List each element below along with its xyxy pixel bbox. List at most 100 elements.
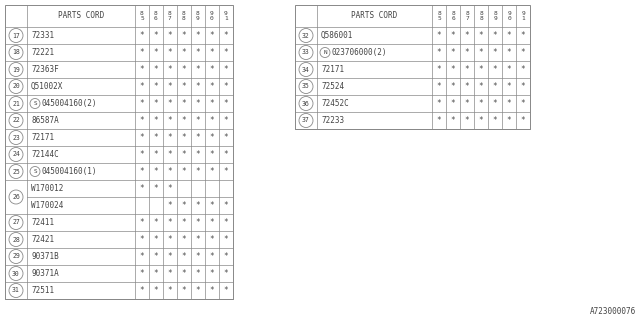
Text: *: *	[210, 150, 214, 159]
Text: *: *	[224, 252, 228, 261]
Text: *: *	[436, 116, 442, 125]
Text: 8
9: 8 9	[196, 11, 200, 21]
Text: 045004160(2): 045004160(2)	[42, 99, 97, 108]
Text: N: N	[323, 50, 327, 55]
Text: 8
7: 8 7	[465, 11, 469, 21]
Text: 72221: 72221	[31, 48, 54, 57]
Text: 19: 19	[12, 67, 20, 73]
Text: *: *	[182, 31, 186, 40]
Text: 8
7: 8 7	[168, 11, 172, 21]
Text: PARTS CORD: PARTS CORD	[351, 12, 397, 20]
Text: 8
8: 8 8	[182, 11, 186, 21]
Text: *: *	[154, 252, 158, 261]
Text: *: *	[210, 167, 214, 176]
Text: *: *	[210, 99, 214, 108]
Text: 9
1: 9 1	[521, 11, 525, 21]
Text: *: *	[451, 48, 455, 57]
Text: *: *	[493, 48, 497, 57]
Text: *: *	[168, 235, 172, 244]
Text: 8
9: 8 9	[493, 11, 497, 21]
Text: *: *	[521, 82, 525, 91]
Text: Q586001: Q586001	[321, 31, 353, 40]
Text: *: *	[210, 31, 214, 40]
Bar	[5, 5, 233, 299]
Text: *: *	[493, 82, 497, 91]
Text: *: *	[465, 82, 469, 91]
Text: 23: 23	[12, 134, 20, 140]
Text: 72363F: 72363F	[31, 65, 59, 74]
Text: *: *	[168, 133, 172, 142]
Text: *: *	[154, 150, 158, 159]
Text: *: *	[196, 82, 200, 91]
Text: *: *	[196, 218, 200, 227]
Text: *: *	[182, 48, 186, 57]
Text: *: *	[210, 116, 214, 125]
Text: *: *	[154, 167, 158, 176]
Text: 33: 33	[302, 50, 310, 55]
Text: *: *	[154, 269, 158, 278]
Text: 27: 27	[12, 220, 20, 226]
Text: *: *	[210, 133, 214, 142]
Text: 72411: 72411	[31, 218, 54, 227]
Text: *: *	[521, 99, 525, 108]
Text: *: *	[140, 235, 144, 244]
Text: *: *	[140, 65, 144, 74]
Text: *: *	[196, 286, 200, 295]
Text: *: *	[168, 150, 172, 159]
Text: *: *	[168, 184, 172, 193]
Text: *: *	[210, 269, 214, 278]
Text: 18: 18	[12, 50, 20, 55]
Text: *: *	[196, 31, 200, 40]
Text: *: *	[507, 31, 511, 40]
Text: *: *	[154, 65, 158, 74]
Text: *: *	[436, 65, 442, 74]
Text: A723000076: A723000076	[589, 307, 636, 316]
Text: S: S	[33, 101, 37, 106]
Text: *: *	[182, 286, 186, 295]
Text: *: *	[493, 31, 497, 40]
Text: *: *	[210, 48, 214, 57]
Text: Q51002X: Q51002X	[31, 82, 63, 91]
Text: *: *	[182, 65, 186, 74]
Text: PARTS CORD: PARTS CORD	[58, 12, 104, 20]
Text: 30: 30	[12, 270, 20, 276]
Text: 28: 28	[12, 236, 20, 243]
Text: W170012: W170012	[31, 184, 63, 193]
Text: *: *	[210, 65, 214, 74]
Text: 26: 26	[12, 194, 20, 200]
Text: *: *	[224, 167, 228, 176]
Text: 045004160(1): 045004160(1)	[42, 167, 97, 176]
Text: 9
0: 9 0	[210, 11, 214, 21]
Text: *: *	[154, 48, 158, 57]
Text: *: *	[465, 31, 469, 40]
Text: *: *	[224, 31, 228, 40]
Text: *: *	[154, 31, 158, 40]
Text: 72171: 72171	[321, 65, 344, 74]
Text: *: *	[493, 116, 497, 125]
Text: 72421: 72421	[31, 235, 54, 244]
Text: 72171: 72171	[31, 133, 54, 142]
Text: *: *	[182, 82, 186, 91]
Text: 25: 25	[12, 169, 20, 174]
Text: *: *	[451, 82, 455, 91]
Text: *: *	[451, 31, 455, 40]
Text: *: *	[182, 235, 186, 244]
Text: *: *	[465, 99, 469, 108]
Text: *: *	[182, 99, 186, 108]
Text: 24: 24	[12, 151, 20, 157]
Text: *: *	[154, 286, 158, 295]
Text: *: *	[224, 116, 228, 125]
Text: *: *	[507, 82, 511, 91]
Text: 9
0: 9 0	[507, 11, 511, 21]
Text: *: *	[140, 31, 144, 40]
Text: *: *	[224, 269, 228, 278]
Text: *: *	[168, 218, 172, 227]
Text: *: *	[140, 82, 144, 91]
Text: *: *	[168, 116, 172, 125]
Text: 8
6: 8 6	[451, 11, 455, 21]
Text: 31: 31	[12, 287, 20, 293]
Text: *: *	[196, 65, 200, 74]
Text: *: *	[479, 82, 483, 91]
Text: *: *	[154, 99, 158, 108]
Text: *: *	[196, 48, 200, 57]
